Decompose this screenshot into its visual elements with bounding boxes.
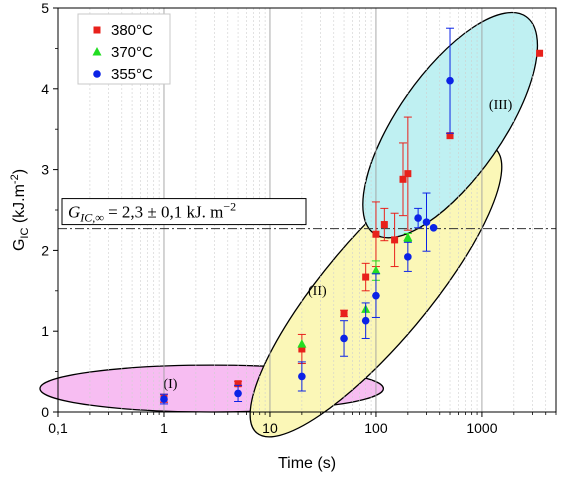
asymptote-lhs: G	[68, 203, 80, 222]
point-380	[234, 380, 242, 388]
point-355	[361, 316, 370, 325]
axis-ticks: 0,1 1 10 100 1000 0 1 2 3 4 5	[41, 0, 557, 436]
legend-marker-370	[92, 47, 102, 56]
asymptote-label-text: GIC,∞ = 2,3 ± 0,1 kJ. m−2	[68, 200, 236, 225]
y-axis-title-close: )	[11, 169, 28, 174]
y-tick-label: 5	[41, 0, 49, 16]
point-380	[399, 175, 407, 183]
data-points	[159, 27, 544, 405]
legend-label: 370°C	[111, 44, 153, 61]
asymptote-exponent: −2	[223, 200, 236, 214]
x-tick-label: 100	[364, 420, 388, 436]
x-tick-label: 1	[160, 420, 168, 436]
y-axis-title-unit: (kJ.m	[11, 184, 28, 228]
point-355	[298, 372, 306, 381]
point-355	[414, 214, 422, 222]
asymptote-label-box	[61, 198, 307, 226]
point-380	[446, 132, 454, 140]
point-380	[372, 230, 380, 238]
point-355	[372, 291, 380, 300]
y-axis-title-main: G	[11, 239, 28, 251]
y-axis-title-sub: IC	[19, 228, 31, 239]
point-355	[340, 334, 348, 343]
point-380	[362, 273, 370, 281]
point-355	[404, 253, 412, 261]
legend-box	[77, 13, 171, 85]
x-axis-title: Time (s)	[278, 455, 336, 472]
point-380	[340, 309, 348, 317]
point-355	[422, 218, 431, 226]
x-tick-label: 1000	[466, 420, 497, 436]
point-370	[371, 265, 381, 275]
point-355	[234, 389, 242, 398]
asymptote-label: GIC,∞ = 2,3 ± 0,1 kJ. m−2	[61, 198, 307, 226]
point-355	[429, 223, 438, 232]
y-axis-title: GIC (kJ.m-2)	[9, 169, 31, 251]
point-370	[403, 232, 413, 241]
point-370	[297, 339, 307, 348]
asymptote-lhs-sub: IC,∞	[79, 211, 104, 225]
y-tick-label: 2	[41, 242, 49, 258]
legend-marker-380	[93, 26, 101, 34]
region-label-3: (III)	[489, 98, 513, 113]
y-tick-label: 3	[41, 162, 49, 178]
legend-label: 380°C	[111, 22, 153, 39]
point-380	[380, 221, 388, 229]
legend-label: 355°C	[111, 66, 153, 83]
point-380	[391, 236, 399, 244]
region-label-2: (II)	[308, 284, 327, 299]
y-axis-title-exponent: -2	[9, 174, 21, 184]
x-tick-label: 10	[262, 420, 278, 436]
region-label-1: (I)	[163, 377, 177, 392]
point-380	[536, 49, 544, 57]
point-380	[298, 345, 306, 353]
legend-marker-355	[93, 70, 101, 78]
y-tick-label: 1	[41, 323, 49, 339]
point-355	[446, 76, 454, 85]
asymptote-rhs: = 2,3 ± 0,1 kJ. m	[104, 203, 224, 222]
legend: 380°C 370°C 355°C	[77, 13, 171, 85]
x-tick-label: 0,1	[48, 420, 68, 436]
y-tick-label: 4	[41, 81, 49, 97]
point-355	[160, 395, 168, 403]
point-380	[404, 170, 412, 178]
y-tick-label: 0	[41, 404, 49, 420]
